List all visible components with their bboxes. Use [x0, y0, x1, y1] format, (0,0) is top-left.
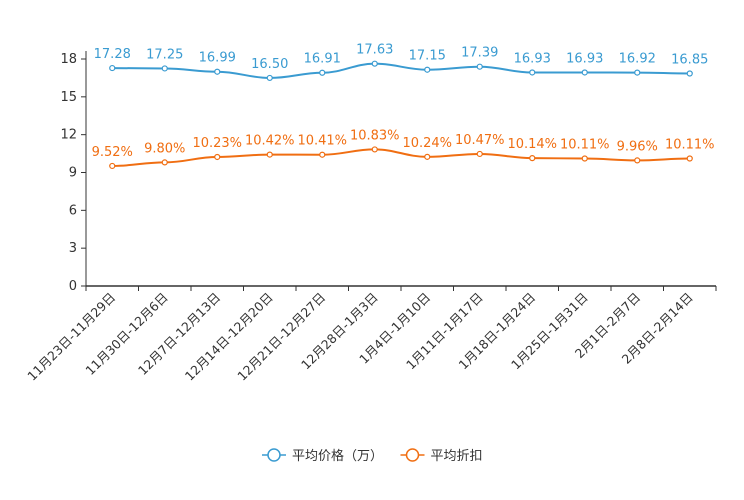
y-tick-label: 18 [60, 52, 77, 67]
data-point [476, 150, 483, 158]
data-label: 17.15 [409, 49, 446, 64]
data-point [581, 155, 588, 162]
legend-marker-icon [405, 448, 420, 462]
data-point [109, 64, 116, 72]
data-label: 17.25 [146, 47, 183, 62]
data-point [581, 69, 588, 76]
data-point [161, 65, 168, 72]
data-label: 17.39 [461, 46, 498, 61]
x-tick-label: 12月14日-12月20日 [182, 290, 276, 384]
legend-marker-icon [267, 448, 281, 462]
data-point [529, 69, 536, 76]
data-label: 17.28 [94, 47, 131, 62]
data-point [634, 69, 641, 76]
y-tick-label: 12 [60, 128, 77, 143]
legend-label: 平均折扣 [431, 449, 483, 464]
data-label: 16.50 [251, 57, 288, 72]
data-label: 16.93 [514, 51, 551, 66]
data-label: 17.63 [356, 43, 393, 58]
y-tick-label: 15 [60, 90, 77, 105]
data-label: 10.11% [560, 138, 610, 153]
x-tick-label: 11月23日-11月29日 [24, 290, 118, 384]
data-point [686, 155, 693, 162]
y-tick-label: 6 [69, 203, 77, 218]
legend-label: 平均价格（万） [292, 448, 383, 464]
data-point [214, 153, 221, 161]
data-point [319, 69, 326, 76]
data-point [476, 63, 483, 70]
data-point [686, 70, 693, 77]
data-label: 10.83% [350, 128, 400, 143]
data-point [319, 151, 326, 158]
data-point [529, 155, 536, 162]
data-point [424, 66, 431, 73]
x-tick-label: 12月21日-12月27日 [234, 290, 328, 384]
data-label: 9.96% [617, 139, 658, 154]
data-point [371, 60, 378, 67]
data-label: 10.11% [665, 138, 715, 153]
data-point [266, 74, 273, 82]
data-label: 10.14% [507, 137, 557, 152]
data-label: 16.99 [199, 51, 236, 66]
data-label: 16.92 [619, 52, 656, 67]
data-label: 9.52% [92, 145, 133, 160]
data-label: 10.23% [192, 136, 242, 151]
data-point [161, 159, 168, 166]
data-point [214, 68, 221, 75]
data-label: 16.85 [671, 53, 708, 68]
series-line-0 [112, 62, 690, 79]
data-point [109, 162, 116, 170]
data-label: 10.24% [402, 136, 452, 151]
data-label: 10.41% [297, 134, 347, 149]
data-point [634, 157, 641, 164]
y-tick-label: 9 [69, 166, 77, 181]
data-point [266, 151, 273, 158]
data-label: 10.42% [245, 134, 295, 149]
series-line-1 [112, 148, 690, 167]
data-label: 10.47% [455, 133, 505, 148]
data-label: 9.80% [144, 141, 185, 156]
y-tick-label: 0 [69, 279, 77, 294]
y-tick-label: 3 [69, 241, 77, 256]
data-point [424, 153, 431, 160]
data-label: 16.93 [566, 51, 603, 66]
data-label: 16.91 [304, 52, 341, 67]
data-point [371, 146, 378, 153]
